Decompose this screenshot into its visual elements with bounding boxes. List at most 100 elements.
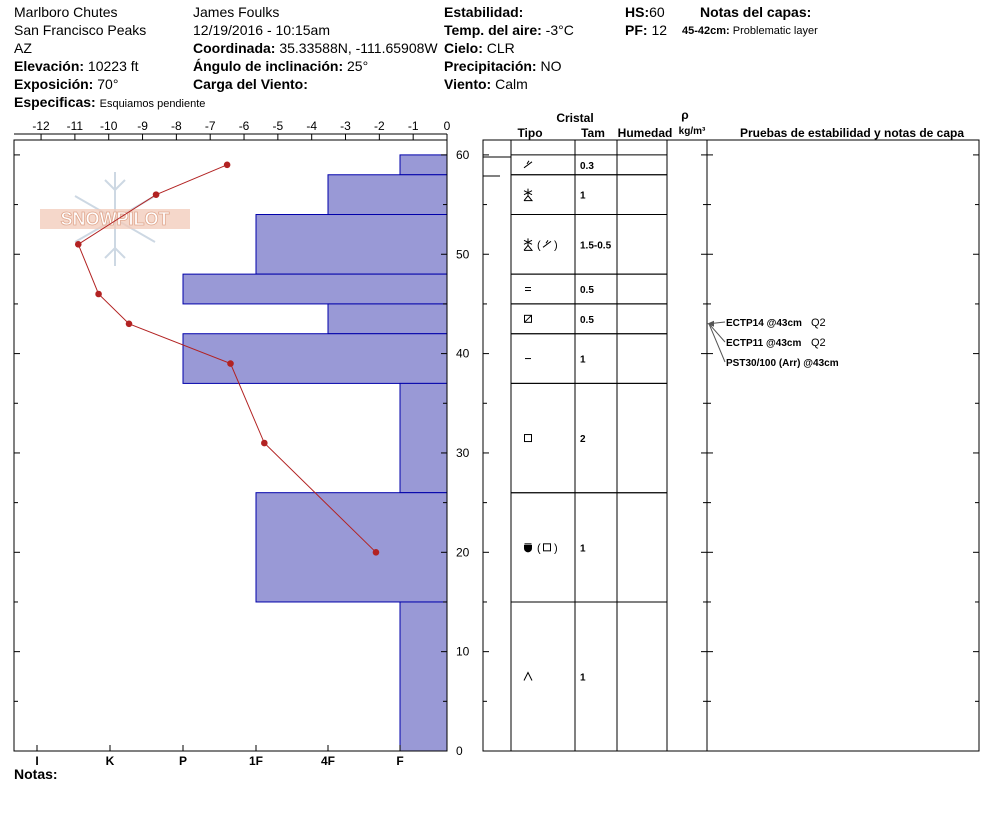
stability-test-leader (708, 323, 726, 363)
temperature-point (125, 320, 133, 328)
crystal-box (524, 314, 532, 323)
snowpilot-watermark: SNOWPILOT (40, 172, 190, 266)
temperature-point (152, 191, 160, 198)
temp-tick-label: -1 (408, 119, 419, 133)
crystal-box (524, 434, 532, 443)
hardness-label: I (35, 754, 38, 768)
crystal-type-icon (523, 160, 533, 169)
header-humedad: Humedad (618, 126, 673, 140)
crystal-paren: ( (537, 542, 541, 554)
crystal-type-icon (523, 671, 533, 681)
hardness-bar (399, 601, 448, 752)
stability: Estabilidad: (444, 4, 524, 20)
hardness-bar (327, 174, 448, 216)
temperature-point (74, 241, 82, 248)
hardness-bar (327, 303, 448, 335)
header-tipo: Tipo (517, 126, 542, 140)
location: Marlboro Chutes (14, 4, 118, 20)
crystal-type-icon (524, 314, 532, 323)
plot-frame (13, 139, 448, 752)
hardness-label: 1F (249, 754, 263, 768)
hardness-label: P (179, 754, 187, 768)
temp-tick-label: 0 (444, 119, 451, 133)
depth-label: 40 (456, 347, 470, 361)
depth-label: 10 (456, 645, 470, 659)
grain-size: 0.5 (580, 315, 594, 326)
crystal-slash (523, 161, 533, 169)
stability-notes-frame (706, 139, 980, 752)
temp-tick-label: -11 (67, 119, 84, 133)
stability-test-arrow (707, 320, 714, 327)
temperature-line (77, 164, 377, 553)
wind: Viento: Calm (444, 76, 528, 92)
crystal-slash-tick (526, 160, 530, 165)
crystal-box (543, 543, 551, 552)
layer-table-frame (482, 139, 708, 752)
temp-tick-label: -8 (171, 119, 182, 133)
elevation: Elevación: 10223 ft (14, 58, 139, 74)
svg-text:SNOWPILOT: SNOWPILOT (61, 209, 170, 229)
stability-test-quality: Q2 (811, 337, 826, 349)
hardness-label: K (106, 754, 115, 768)
temp-tick-label: -3 (340, 119, 351, 133)
grain-size: 0.3 (580, 161, 594, 172)
mountain-range: San Francisco Peaks (14, 22, 147, 38)
temperature-point (227, 360, 234, 367)
aspect: Exposición: 70° (14, 76, 119, 92)
depth-label: 0 (456, 744, 463, 758)
wind-load: Carga del Viento: (193, 76, 308, 92)
temp-tick-label: -10 (100, 119, 118, 133)
temperature-point (261, 439, 268, 447)
air-temp: Temp. del aire: -3°C (444, 22, 574, 38)
hs: HS:60 (625, 4, 665, 20)
hardness-label: F (396, 754, 403, 768)
layer-notes-label: Notas del capas: (700, 4, 812, 20)
grain-size: 2 (580, 434, 586, 445)
stability-test-label: ECTP14 @43cm (726, 318, 802, 329)
hardness-bar (255, 214, 448, 275)
crystal-type-icon (523, 188, 534, 202)
crystal-slash-tick (545, 240, 549, 244)
temp-tick-label: -7 (205, 119, 216, 133)
hardness-bar (399, 154, 448, 176)
crystal-cup (524, 544, 532, 553)
state: AZ (14, 40, 32, 56)
temp-tick-label: -6 (239, 119, 250, 133)
depth-label: 50 (456, 247, 470, 261)
layer-note: 45-42cm: Problematic layer (682, 25, 818, 37)
grain-size: 1 (580, 672, 586, 683)
depth-label: 60 (456, 148, 470, 162)
observer: James Foulks (193, 4, 280, 20)
pf: PF: 12 (625, 22, 668, 38)
grain-size: 1 (580, 543, 586, 554)
crystal-caret (523, 671, 533, 681)
crystal-type-icon: () (524, 542, 558, 554)
sky: Cielo: CLR (444, 40, 515, 56)
notes-label: Notas: (14, 766, 58, 782)
crystal-slash (542, 240, 552, 248)
header-tam: Tam (581, 126, 605, 140)
grain-size: 1 (580, 355, 586, 366)
specifics: Especificas: Esquiamos pendiente (14, 94, 206, 110)
datetime: 12/19/2016 - 10:15am (193, 22, 330, 38)
crystal-base (523, 244, 534, 251)
crystal-box-diagonal (524, 314, 532, 323)
temperature-point (372, 549, 380, 556)
depth-label: 20 (456, 545, 470, 559)
header-density: kg/m³ (679, 126, 706, 137)
grain-size: 0.5 (580, 285, 594, 296)
crystal-base (523, 194, 534, 202)
coordinates: Coordinada: 35.33588N, -111.65908W (193, 40, 438, 56)
crystal-type-icon (525, 287, 531, 292)
stability-test-label: PST30/100 (Arr) @43cm (726, 358, 839, 369)
stability-test-leader (708, 323, 726, 343)
stability-test-quality: Q2 (811, 317, 826, 329)
grain-size: 1 (580, 191, 586, 202)
crystal-paren: ) (554, 542, 558, 554)
crystal-type-icon (524, 434, 532, 443)
header-stability: Pruebas de estabilidad y notas de capa (740, 126, 964, 140)
hardness-bar (255, 492, 448, 603)
crystal-arm (523, 190, 533, 196)
hardness-bar (182, 333, 448, 384)
